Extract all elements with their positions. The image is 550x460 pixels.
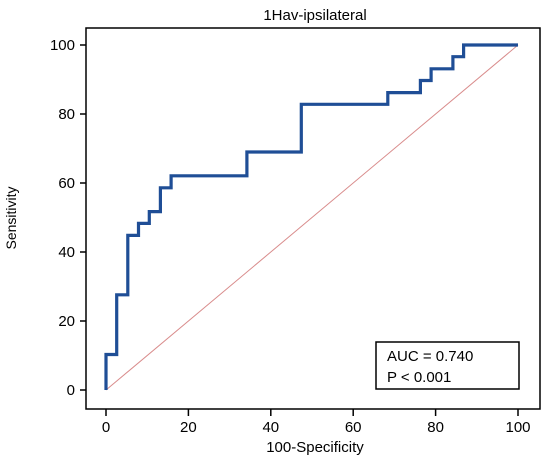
auc-label: AUC = 0.740 [387, 348, 473, 365]
x-tick-label: 80 [427, 419, 444, 436]
y-tick-label: 100 [50, 37, 75, 54]
y-tick-label: 20 [58, 313, 75, 330]
reference-line-layer [105, 44, 519, 391]
x-axis-label: 100-Specificity [266, 439, 364, 456]
y-tick-label: 0 [67, 382, 75, 399]
x-tick-label: 0 [102, 419, 110, 436]
x-tick-label: 40 [262, 419, 279, 436]
chart-title: 1Hav-ipsilateral [263, 7, 366, 24]
y-axis-label: Sensitivity [3, 186, 19, 249]
x-tick-label: 20 [180, 419, 197, 436]
y-tick-label: 40 [58, 244, 75, 261]
auc-legend-box: AUC = 0.740 P < 0.001 [375, 341, 520, 390]
reference-diagonal-line [105, 44, 519, 391]
x-axis: 0 20 40 60 80 100 [102, 409, 531, 436]
roc-curve-line [104, 43, 518, 390]
p-value-label: P < 0.001 [387, 369, 451, 386]
x-tick-label: 100 [505, 419, 530, 436]
plot-frame [85, 27, 541, 410]
x-tick-label: 60 [345, 419, 362, 436]
y-tick-label: 60 [58, 175, 75, 192]
y-tick-label: 80 [58, 106, 75, 123]
roc-curve-layer [104, 43, 518, 390]
y-axis: 0 20 40 60 80 100 [50, 37, 86, 399]
